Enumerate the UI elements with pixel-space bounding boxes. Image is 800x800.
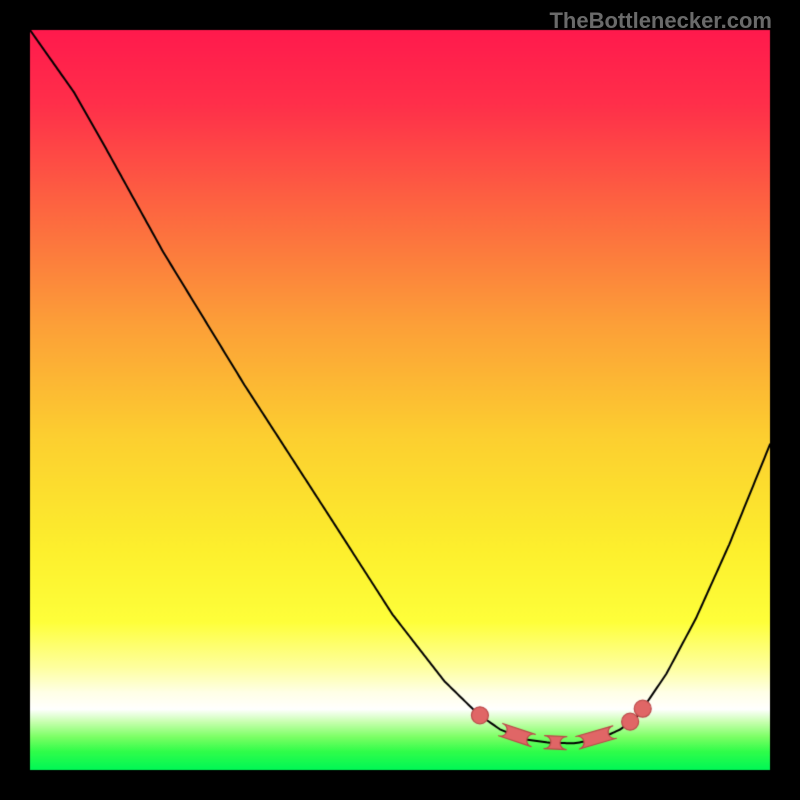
chart-root: TheBottlenecker.com [0, 0, 800, 800]
bottleneck-chart-canvas [0, 0, 800, 800]
